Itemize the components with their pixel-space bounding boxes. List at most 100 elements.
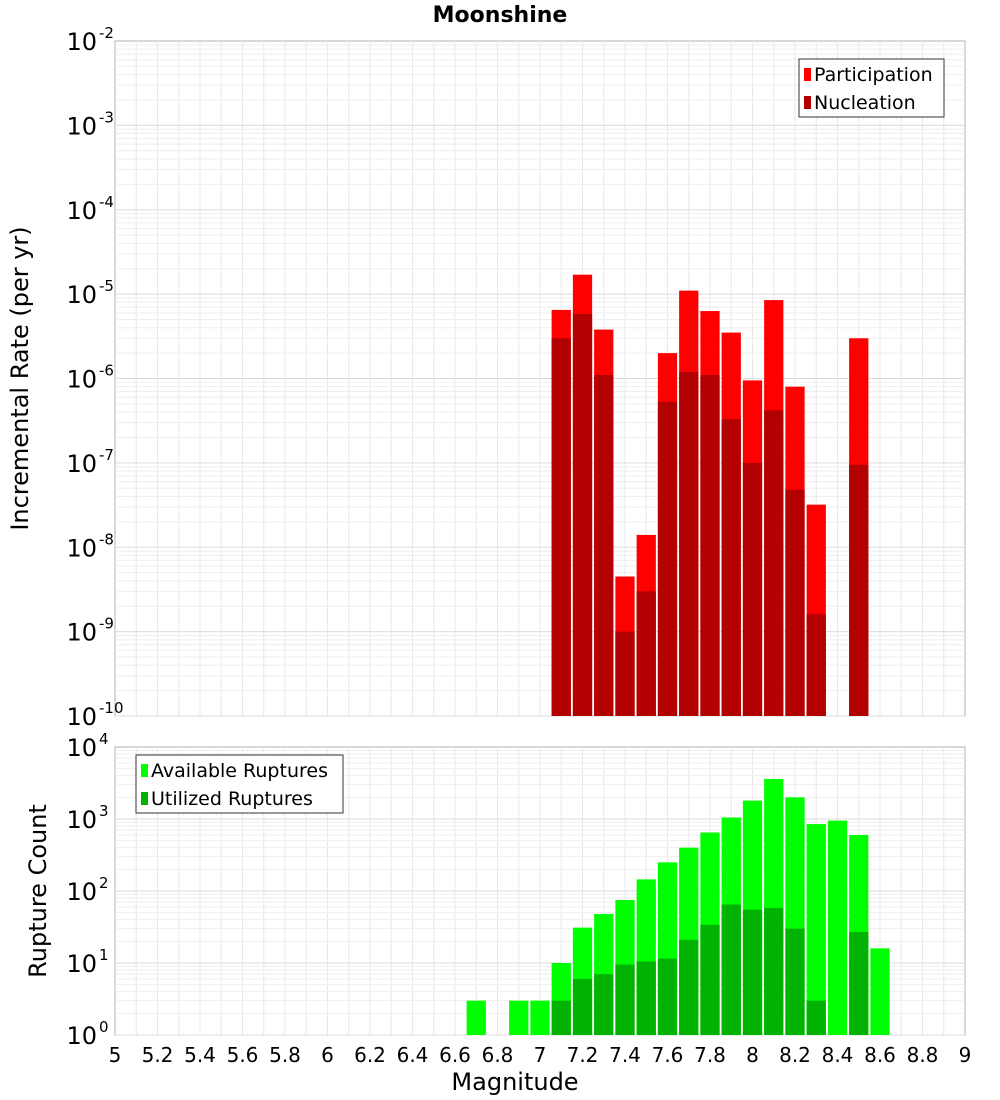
y-tick-label: 10 -2 bbox=[66, 24, 114, 56]
y-tick-exponent: -9 bbox=[99, 615, 114, 633]
y-tick-base: 10 bbox=[66, 281, 97, 309]
legend-label: Utilized Ruptures bbox=[151, 788, 313, 810]
y-tick-base: 10 bbox=[66, 619, 97, 647]
y-tick-exponent: 4 bbox=[99, 730, 109, 748]
y-tick-exponent: -4 bbox=[99, 193, 114, 211]
x-tick-label: 8.2 bbox=[779, 1043, 811, 1067]
legend-box bbox=[798, 58, 945, 118]
y-tick-base: 10 bbox=[66, 1022, 97, 1050]
rate-legend: Participation Nucleation bbox=[798, 58, 945, 118]
bar-nucleation bbox=[700, 375, 720, 716]
x-tick-label: 7.2 bbox=[567, 1043, 599, 1067]
bar-nucleation bbox=[551, 338, 571, 716]
bar-available-ruptures bbox=[466, 1000, 486, 1035]
bar-nucleation bbox=[679, 371, 699, 716]
bar-nucleation bbox=[721, 419, 741, 716]
bar-utilized-ruptures bbox=[700, 924, 720, 1035]
count-y-axis-label: Rupture Count bbox=[24, 804, 52, 978]
chart-title: Moonshine bbox=[433, 3, 568, 28]
bar-nucleation bbox=[764, 410, 784, 716]
y-tick-label: 10 -9 bbox=[66, 615, 114, 647]
legend-swatch bbox=[804, 96, 811, 109]
x-tick-label: 7.6 bbox=[652, 1043, 684, 1067]
x-tick-label: 7 bbox=[534, 1043, 547, 1067]
y-tick-base: 10 bbox=[66, 878, 97, 906]
x-tick-label: 7.4 bbox=[609, 1043, 641, 1067]
x-tick-label: 6 bbox=[321, 1043, 334, 1067]
y-tick-base: 10 bbox=[66, 534, 97, 562]
y-tick-label: 10 -8 bbox=[66, 530, 114, 562]
bar-nucleation bbox=[849, 464, 869, 716]
y-tick-exponent: 0 bbox=[99, 1018, 109, 1036]
rate-bars bbox=[551, 274, 869, 716]
y-tick-base: 10 bbox=[66, 28, 97, 56]
x-axis-label: Magnitude bbox=[451, 1068, 578, 1096]
bar-utilized-ruptures bbox=[679, 939, 699, 1035]
y-tick-label: 10 2 bbox=[66, 874, 108, 906]
bar-nucleation bbox=[615, 631, 635, 716]
bar-nucleation bbox=[594, 375, 614, 716]
bar-available-ruptures bbox=[870, 948, 890, 1035]
bar-utilized-ruptures bbox=[636, 961, 656, 1035]
bar-utilized-ruptures bbox=[572, 978, 593, 1035]
x-tick-label: 5.4 bbox=[184, 1043, 216, 1067]
y-tick-exponent: -2 bbox=[99, 24, 114, 42]
y-tick-base: 10 bbox=[66, 734, 97, 762]
x-tick-label: 8 bbox=[746, 1043, 759, 1067]
x-tick-label: 6.4 bbox=[397, 1043, 429, 1067]
x-tick-label: 8.8 bbox=[907, 1043, 939, 1067]
bar-utilized-ruptures bbox=[551, 1000, 571, 1035]
y-tick-label: 10 -4 bbox=[66, 193, 114, 225]
y-tick-base: 10 bbox=[66, 112, 97, 140]
x-tick-label: 8.6 bbox=[864, 1043, 896, 1067]
y-tick-exponent: 2 bbox=[99, 874, 109, 892]
legend-box bbox=[135, 754, 344, 814]
legend-label: Participation bbox=[814, 64, 933, 86]
y-tick-label: 10 -5 bbox=[66, 277, 114, 309]
legend-label: Available Ruptures bbox=[151, 760, 328, 782]
y-tick-label: 10 1 bbox=[66, 946, 108, 978]
x-tick-label: 6.8 bbox=[482, 1043, 514, 1067]
y-tick-label: 10 -7 bbox=[66, 446, 114, 478]
y-tick-exponent: -6 bbox=[99, 362, 114, 380]
bar-available-ruptures bbox=[806, 824, 826, 1035]
bar-utilized-ruptures bbox=[615, 964, 635, 1035]
y-tick-base: 10 bbox=[66, 950, 97, 978]
bar-nucleation bbox=[806, 614, 826, 716]
bar-nucleation bbox=[572, 314, 593, 716]
y-tick-base: 10 bbox=[66, 197, 97, 225]
bar-available-ruptures bbox=[827, 820, 848, 1035]
count-legend: Available Ruptures Utilized Ruptures bbox=[135, 754, 344, 814]
count-x-ticks: 5 5.2 5.4 5.6 5.8 6 6.2 6.4 6.6 6.8 7 7.2 7.4 7.6 7.8 8… bbox=[109, 1043, 972, 1067]
y-tick-exponent: -10 bbox=[99, 699, 124, 717]
x-tick-label: 5 bbox=[109, 1043, 122, 1067]
x-tick-label: 5.6 bbox=[227, 1043, 259, 1067]
y-tick-label: 10 -10 bbox=[66, 699, 123, 731]
x-tick-label: 8.4 bbox=[822, 1043, 854, 1067]
y-tick-label: 10 3 bbox=[66, 802, 108, 834]
bar-utilized-ruptures bbox=[721, 904, 741, 1035]
y-tick-base: 10 bbox=[66, 703, 97, 731]
x-tick-label: 5.2 bbox=[142, 1043, 174, 1067]
y-tick-label: 10 -3 bbox=[66, 108, 114, 140]
bar-nucleation bbox=[657, 401, 678, 716]
y-tick-exponent: 1 bbox=[99, 946, 109, 964]
x-tick-label: 6.2 bbox=[354, 1043, 386, 1067]
bar-utilized-ruptures bbox=[785, 928, 805, 1035]
x-tick-label: 6.6 bbox=[439, 1043, 471, 1067]
y-tick-exponent: 3 bbox=[99, 802, 109, 820]
legend-label: Nucleation bbox=[814, 92, 916, 114]
y-tick-exponent: -7 bbox=[99, 446, 114, 464]
y-tick-exponent: -5 bbox=[99, 277, 114, 295]
bar-utilized-ruptures bbox=[657, 958, 678, 1035]
bar-available-ruptures bbox=[509, 1000, 529, 1035]
bar-nucleation bbox=[742, 462, 763, 716]
bar-utilized-ruptures bbox=[594, 974, 614, 1035]
y-tick-base: 10 bbox=[66, 450, 97, 478]
y-tick-exponent: -8 bbox=[99, 530, 114, 548]
x-tick-label: 9 bbox=[959, 1043, 972, 1067]
